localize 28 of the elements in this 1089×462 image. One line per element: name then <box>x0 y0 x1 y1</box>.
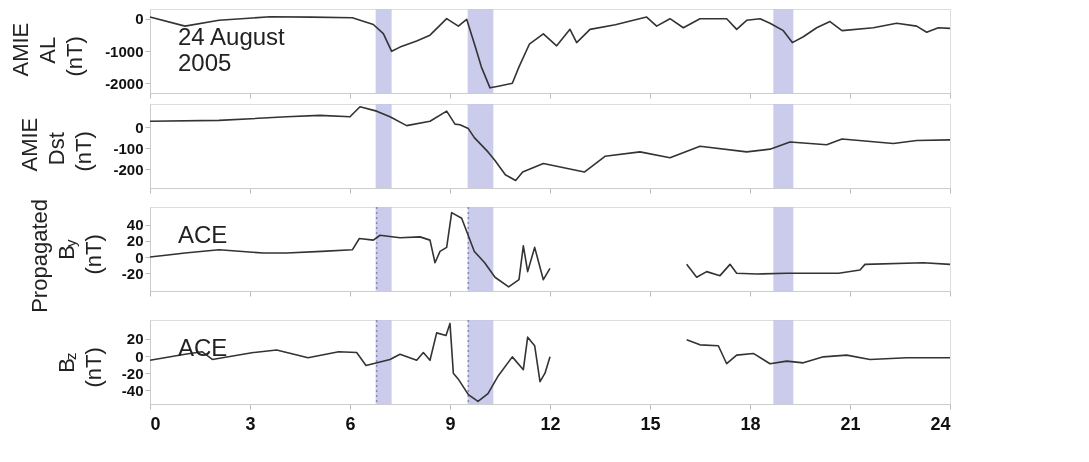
y-axis-title: AMIE Dst (nT) <box>17 117 96 172</box>
annotation: ACE <box>178 220 228 248</box>
annotation: 24 August 2005 <box>178 22 286 76</box>
y-tick-label: 0 <box>135 118 144 136</box>
x-tick-label: 0 <box>150 413 161 434</box>
x-tick-label: 9 <box>445 413 456 434</box>
x-tick-label: 6 <box>345 413 356 434</box>
y-tick-label: 0 <box>135 248 144 266</box>
x-tick-label: 21 <box>840 413 861 434</box>
y-tick-label: 0 <box>135 10 144 28</box>
x-tick-label: 15 <box>640 413 661 434</box>
y-tick-label: -100 <box>113 139 144 157</box>
y-tick-label: 20 <box>126 232 144 250</box>
x-tick-label: 3 <box>245 413 256 434</box>
y-tick-label: -1000 <box>105 42 144 60</box>
y-tick-label: -40 <box>121 381 144 399</box>
annotation: ACE <box>178 333 228 361</box>
y-tick-label: -2000 <box>105 74 144 92</box>
y-tick-label: -20 <box>121 364 144 382</box>
x-tick-label: 24 <box>930 413 951 434</box>
y-axis-title: AMIE AL (nT) <box>7 22 87 77</box>
y-tick-label: 40 <box>126 216 144 234</box>
y-tick-label: 0 <box>135 347 144 365</box>
y-tick-label: 20 <box>126 330 144 348</box>
y-tick-label: -200 <box>113 160 144 178</box>
x-tick-label: 18 <box>740 413 761 434</box>
x-tick-label: 12 <box>540 413 561 434</box>
y-tick-label: -20 <box>121 264 144 282</box>
